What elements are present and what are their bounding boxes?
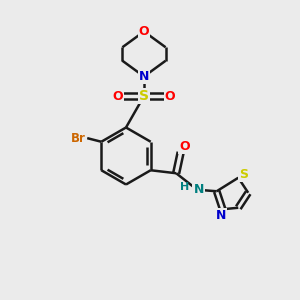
Text: O: O <box>165 89 176 103</box>
Text: Br: Br <box>71 132 86 145</box>
Text: S: S <box>139 89 149 103</box>
Text: N: N <box>139 70 149 83</box>
Text: O: O <box>112 89 123 103</box>
Text: O: O <box>179 140 190 153</box>
Text: N: N <box>194 183 204 196</box>
Text: N: N <box>216 209 226 222</box>
Text: H: H <box>180 182 189 192</box>
Text: O: O <box>139 25 149 38</box>
Text: S: S <box>239 168 248 181</box>
